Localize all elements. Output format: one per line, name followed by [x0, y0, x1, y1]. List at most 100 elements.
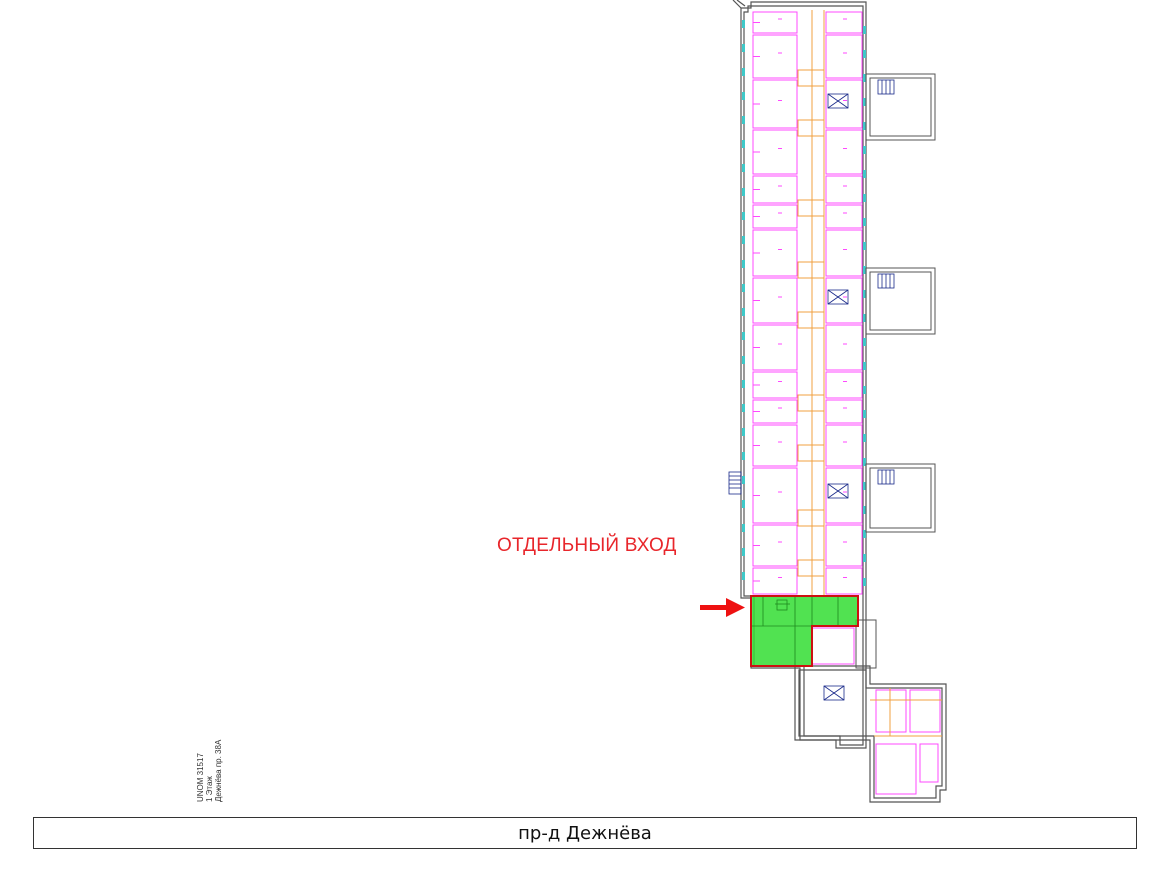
room-label-mark: [778, 407, 782, 409]
room-label-mark: [778, 381, 782, 382]
room-right: [825, 567, 863, 595]
room-label-mark: [843, 491, 847, 493]
window-mark: [742, 476, 745, 484]
window-mark: [742, 548, 745, 556]
room-right: [825, 424, 863, 467]
room-label-mark: [778, 577, 782, 578]
window-mark: [863, 50, 866, 58]
elevator-box: [827, 93, 849, 109]
room-label-mark: [778, 541, 782, 543]
room-label-mark: [843, 100, 847, 101]
room-label-mark: [778, 100, 782, 101]
window-mark: [742, 212, 745, 220]
room-label-mark: [778, 52, 782, 54]
room-label-mark: [843, 381, 847, 382]
service-room: [797, 119, 825, 137]
window-mark: [742, 140, 745, 148]
room-label-mark: [843, 148, 847, 149]
window-mark: [863, 554, 866, 562]
room-label-mark: [778, 249, 782, 250]
window-mark: [863, 530, 866, 538]
window-mark: [863, 146, 866, 154]
room-right: [825, 399, 863, 424]
room-label-mark: [778, 212, 782, 214]
room-right: [825, 204, 863, 229]
room-label-mark: [778, 18, 782, 20]
window-mark: [742, 572, 745, 580]
room-label-mark: [843, 441, 847, 443]
window-mark: [742, 236, 745, 244]
room-right: [825, 34, 863, 79]
room-label-mark: [778, 185, 782, 187]
window-mark: [742, 452, 745, 460]
room-label-mark: [843, 343, 847, 345]
highlighted-premises: [750, 595, 859, 667]
window-mark: [742, 164, 745, 172]
left-entrance-steps: [728, 471, 742, 495]
window-mark: [863, 266, 866, 274]
separate-entrance-label: ОТДЕЛЬНЫЙ ВХОД: [497, 535, 677, 556]
window-mark: [742, 524, 745, 532]
window-mark: [742, 116, 745, 124]
window-mark: [863, 434, 866, 442]
window-mark: [742, 92, 745, 100]
service-room: [797, 311, 825, 329]
room-label-mark: [843, 52, 847, 54]
room-right: [825, 129, 863, 175]
room-label-mark: [843, 18, 847, 20]
window-mark: [863, 170, 866, 178]
room-right: [825, 11, 863, 34]
window-mark: [742, 260, 745, 268]
elevator-x: [827, 289, 849, 305]
room-label-mark: [843, 212, 847, 214]
room-label-mark: [843, 296, 847, 298]
room-label-mark: [778, 148, 782, 149]
elevator-x: [827, 483, 849, 499]
window-mark: [863, 242, 866, 250]
room-right: [825, 467, 863, 524]
room-label-mark: [778, 343, 782, 345]
window-mark: [863, 506, 866, 514]
windows: [742, 20, 866, 586]
service-room: [797, 509, 825, 527]
room-right: [825, 324, 863, 371]
window-mark: [863, 290, 866, 298]
window-mark: [863, 578, 866, 586]
building-stamp: UNOM 31517 1 Этаж Дежнёва пр. 38А: [196, 740, 223, 802]
room-right: [825, 79, 863, 129]
room-label-mark: [778, 296, 782, 298]
window-mark: [742, 68, 745, 76]
service-room: [797, 559, 825, 577]
elevator-x: [827, 93, 849, 109]
room-wing: [875, 689, 907, 733]
room-label-mark: [843, 577, 847, 578]
room-labels: [778, 18, 847, 578]
room-label-mark: [778, 441, 782, 443]
window-mark: [863, 218, 866, 226]
window-mark: [742, 44, 745, 52]
unom-number: UNOM 31517: [196, 753, 205, 802]
window-mark: [742, 356, 745, 364]
window-mark: [863, 386, 866, 394]
window-mark: [863, 410, 866, 418]
window-mark: [742, 500, 745, 508]
elevator-x: [823, 685, 845, 701]
window-mark: [742, 284, 745, 292]
room-right: [825, 175, 863, 204]
room-right: [825, 229, 863, 277]
room-label-mark: [843, 541, 847, 543]
stairs: [823, 79, 895, 701]
room-label-mark: [843, 185, 847, 187]
room-wing: [919, 743, 939, 783]
window-mark: [742, 20, 745, 28]
window-mark: [742, 308, 745, 316]
address-label: Дежнёва пр. 38А: [214, 739, 223, 802]
window-mark: [863, 338, 866, 346]
room-wing: [875, 743, 917, 795]
room-wing: [909, 689, 941, 733]
window-mark: [863, 122, 866, 130]
room-right: [825, 277, 863, 324]
stair-bays: [855, 73, 936, 669]
service-room: [797, 444, 825, 462]
